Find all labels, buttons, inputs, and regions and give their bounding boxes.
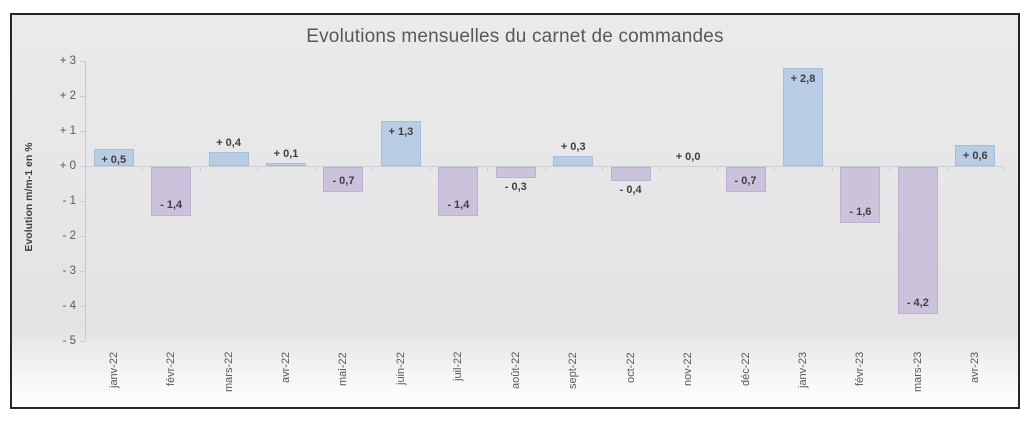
y-axis-tick-label: - 2 <box>62 230 76 242</box>
x-axis-label: déc-22 <box>739 352 752 386</box>
bar-negative <box>725 167 766 192</box>
bar-value-label: - 1,4 <box>447 199 470 211</box>
y-axis-tick-label: - 5 <box>62 335 76 347</box>
y-axis-tick-label: + 2 <box>59 90 76 102</box>
bar-value-label: - 1,6 <box>849 206 872 218</box>
y-axis-tick <box>80 61 85 62</box>
y-axis-tick <box>80 131 85 132</box>
x-axis-label: sept-22 <box>567 352 580 389</box>
x-axis-tick <box>85 167 86 171</box>
x-axis-tick <box>544 167 546 171</box>
y-axis-tick-label: + 3 <box>59 55 76 67</box>
bar-positive <box>93 148 134 166</box>
x-axis-tick <box>372 167 374 171</box>
chart-frame: Evolutions mensuelles du carnet de comma… <box>10 13 1020 409</box>
bar-value-label: - 0,3 <box>504 180 527 193</box>
x-axis-tick <box>314 167 316 171</box>
y-axis-line <box>85 61 86 341</box>
y-axis-tick-label: + 1 <box>59 125 76 137</box>
x-axis-tick <box>601 167 603 171</box>
x-axis-tick <box>142 167 144 171</box>
bar-value-label: + 0,4 <box>216 137 241 149</box>
x-axis-label: mars-23 <box>911 352 924 393</box>
x-axis-tick <box>889 167 891 171</box>
bar-positive <box>266 162 307 166</box>
x-axis-label: mai-22 <box>337 352 350 386</box>
x-axis-label: févr-23 <box>854 352 867 387</box>
bar-negative <box>840 167 881 223</box>
bar-value-label: + 0,3 <box>560 140 586 153</box>
bar-negative <box>151 167 192 216</box>
x-axis-label: nov-22 <box>682 352 695 386</box>
bar-negative <box>495 167 536 178</box>
y-axis-tick-label: - 4 <box>62 300 76 312</box>
x-axis-label: mars-22 <box>222 352 235 393</box>
y-axis-tick <box>80 166 85 167</box>
bar-negative <box>610 167 651 181</box>
bar-value-label: + 1,3 <box>388 125 414 138</box>
x-axis-label: août-22 <box>509 352 522 390</box>
bar-value-label: - 0,7 <box>332 174 355 187</box>
bar-value-label: - 0,4 <box>619 184 642 196</box>
bar-value-label: + 0,6 <box>962 150 988 162</box>
bar-value-label: - 1,4 <box>160 199 183 211</box>
x-axis-label: janv-23 <box>796 352 809 389</box>
y-axis-tick <box>80 236 85 237</box>
x-axis-tick <box>716 167 718 171</box>
bar-value-label: + 2,8 <box>790 73 816 85</box>
zero-line <box>85 166 1004 167</box>
bar-value-label: + 0,5 <box>101 153 127 166</box>
x-axis-tick <box>487 167 489 171</box>
y-axis-tick <box>80 271 85 272</box>
x-axis-tick <box>1004 167 1005 171</box>
x-axis-label: juin-22 <box>394 352 407 386</box>
y-axis-tick-label: - 1 <box>62 195 76 207</box>
bar-positive <box>208 152 249 166</box>
bar-negative <box>323 167 364 192</box>
y-axis-tick-label: + 0 <box>59 160 76 172</box>
bar-value-label: - 4,2 <box>906 297 929 309</box>
plot-area: + 3 + 2 + 1 + 0 - 1 - 2 - 3 - 4 - 5 + 0,5 janv-22 -… <box>12 15 1018 407</box>
bar-positive <box>955 145 996 166</box>
x-axis-tick <box>831 167 833 171</box>
x-axis-tick <box>946 167 948 171</box>
bar-value-label: + 0,1 <box>273 147 299 160</box>
y-axis-tick-label: - 3 <box>62 265 76 277</box>
x-axis-label: avr-23 <box>969 352 982 384</box>
bar-positive <box>553 155 594 166</box>
y-axis-tick <box>80 96 85 97</box>
x-axis-tick <box>659 167 661 171</box>
bar-negative <box>438 167 479 216</box>
y-axis-tick <box>80 341 85 342</box>
x-axis-label: avr-22 <box>280 352 293 384</box>
x-axis-label: févr-22 <box>165 352 178 387</box>
x-axis-label: janv-22 <box>107 352 120 389</box>
x-axis-label: oct-22 <box>624 352 637 383</box>
y-axis-tick <box>80 201 85 202</box>
x-axis-tick <box>774 167 776 171</box>
x-axis-tick <box>429 167 431 171</box>
y-axis-tick <box>80 306 85 307</box>
bar-value-label: + 0,0 <box>675 151 701 163</box>
bar-negative <box>897 167 938 314</box>
bar-positive <box>380 120 421 166</box>
x-axis-tick <box>199 167 201 171</box>
x-axis-tick <box>257 167 259 171</box>
chart-title: Evolutions mensuelles du carnet de comma… <box>306 26 724 47</box>
bar-positive <box>782 68 823 166</box>
x-axis-label: juil-22 <box>452 352 465 382</box>
bar-value-label: - 0,7 <box>734 174 757 187</box>
